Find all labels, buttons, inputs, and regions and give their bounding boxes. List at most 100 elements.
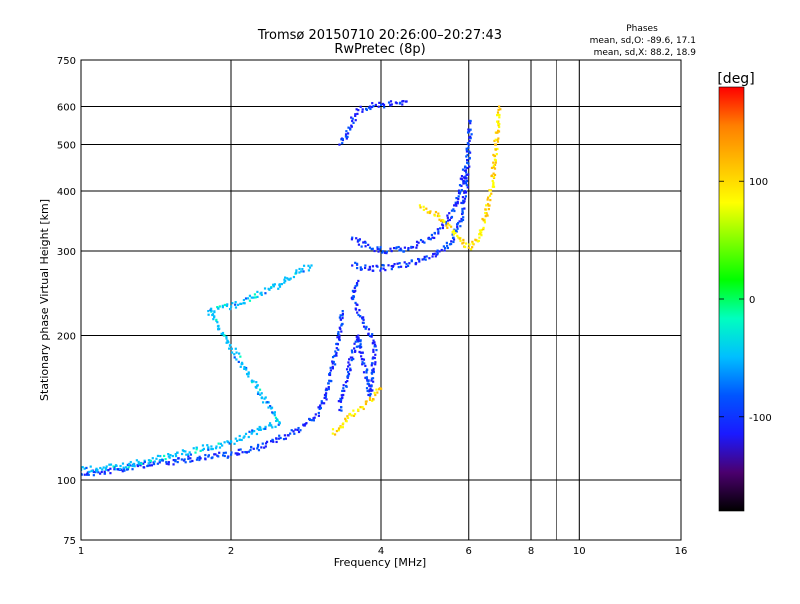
data-point — [96, 468, 99, 472]
data-point — [331, 428, 335, 431]
data-point — [450, 215, 454, 219]
data-point — [368, 265, 371, 269]
data-point — [372, 356, 375, 359]
data-point — [368, 384, 371, 387]
data-point — [372, 398, 375, 401]
data-point — [347, 132, 350, 135]
data-point — [338, 143, 341, 146]
data-point — [267, 401, 270, 404]
data-point — [421, 240, 425, 243]
data-point — [323, 393, 327, 397]
data-point — [283, 278, 286, 281]
data-point — [361, 406, 364, 409]
data-point — [353, 286, 356, 289]
data-point — [317, 411, 320, 415]
data-point — [380, 387, 383, 390]
data-point — [195, 458, 199, 461]
data-point — [461, 212, 464, 215]
data-point — [337, 348, 340, 351]
data-point — [85, 466, 88, 470]
data-point — [188, 451, 191, 454]
data-point — [489, 189, 492, 192]
data-point — [361, 108, 364, 111]
data-point — [356, 266, 359, 270]
data-point — [149, 461, 152, 464]
data-point — [341, 138, 344, 141]
data-point — [222, 451, 225, 455]
data-point — [493, 158, 497, 161]
data-point — [380, 103, 383, 106]
data-point — [261, 401, 265, 404]
data-point — [335, 354, 338, 357]
data-point — [465, 184, 468, 187]
data-point — [461, 196, 465, 199]
data-point — [355, 282, 359, 285]
data-point — [216, 321, 219, 324]
x-tick-label: 2 — [228, 546, 234, 557]
data-point — [489, 198, 492, 202]
data-point — [336, 343, 340, 346]
data-point — [464, 182, 467, 185]
data-point — [438, 250, 441, 253]
data-point — [113, 468, 116, 471]
data-point — [332, 360, 335, 364]
data-point — [463, 190, 466, 193]
data-point — [180, 458, 183, 461]
data-point — [482, 228, 485, 231]
data-point — [263, 287, 267, 290]
data-point — [139, 464, 142, 467]
data-point — [434, 210, 438, 214]
data-point — [364, 264, 367, 267]
data-point — [342, 422, 345, 425]
data-point — [372, 370, 375, 374]
data-point — [390, 103, 393, 106]
data-point — [290, 429, 293, 432]
data-point — [228, 442, 231, 445]
data-point — [362, 321, 365, 324]
chart-subtitle: RwPretec (8p) — [334, 42, 425, 57]
data-point — [374, 103, 377, 107]
data-point — [353, 342, 356, 345]
data-point — [455, 196, 458, 200]
data-point — [347, 370, 350, 374]
data-point — [350, 238, 354, 241]
data-point — [124, 466, 128, 469]
data-point — [354, 308, 358, 311]
data-point — [451, 236, 455, 240]
data-point — [185, 453, 188, 456]
data-point — [466, 142, 469, 145]
x-tick-labels: 1 2 4 6 8 10 16 — [78, 546, 688, 557]
data-point — [275, 418, 279, 421]
data-point — [260, 293, 263, 297]
data-point — [92, 470, 95, 474]
data-point — [371, 333, 374, 336]
data-point — [103, 472, 106, 475]
data-point — [340, 330, 343, 333]
data-point — [354, 261, 357, 264]
data-point — [102, 466, 105, 469]
data-point — [494, 148, 497, 151]
data-point — [460, 189, 463, 192]
data-point — [362, 325, 366, 328]
data-point — [340, 409, 343, 412]
data-point — [458, 184, 462, 187]
data-point — [378, 248, 381, 251]
trace-x-mode-f1-trace — [331, 387, 383, 436]
data-point — [379, 269, 382, 272]
data-point — [264, 445, 267, 448]
data-point — [235, 358, 238, 361]
data-point — [223, 334, 226, 337]
data-point — [341, 314, 344, 317]
data-point — [443, 220, 446, 223]
data-point — [393, 263, 396, 266]
data-point — [498, 123, 501, 126]
data-point — [143, 459, 146, 462]
data-point — [365, 371, 368, 374]
data-point — [257, 449, 261, 452]
data-point — [120, 468, 123, 471]
data-point — [234, 303, 237, 306]
data-point — [368, 334, 372, 338]
data-point — [367, 243, 370, 246]
data-point — [467, 162, 470, 165]
trace-x-mode-f2-trace — [418, 105, 502, 251]
